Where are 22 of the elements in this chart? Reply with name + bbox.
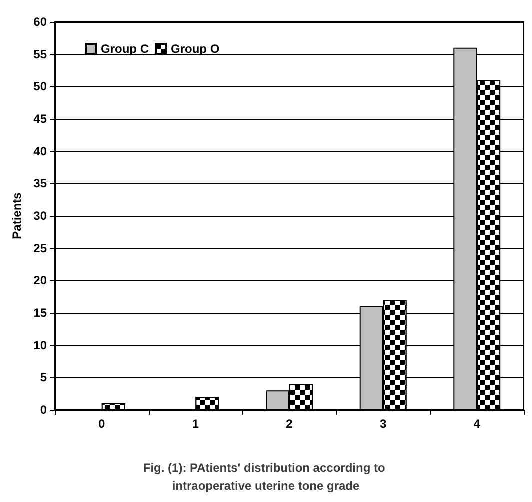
y-tick-label: 15 bbox=[34, 306, 48, 320]
x-tick-label: 0 bbox=[98, 417, 106, 431]
y-tick-label: 40 bbox=[34, 144, 48, 158]
legend-label: Group O bbox=[170, 42, 220, 56]
y-tick-label: 20 bbox=[34, 274, 48, 288]
text: Fig. (1): PAtients' distribution according to intraoperative uterine tone grade bbox=[143, 461, 389, 493]
y-tick-label: 35 bbox=[34, 176, 48, 191]
y-tick-label: 60 bbox=[34, 15, 48, 29]
x-tick-label: 2 bbox=[286, 417, 294, 431]
y-axis-title: Patients bbox=[10, 192, 24, 240]
y-tick-label: 25 bbox=[34, 241, 48, 256]
legend-label: Group C bbox=[101, 42, 150, 56]
y-tick-label: 10 bbox=[34, 338, 48, 352]
y-tick-label: 45 bbox=[34, 112, 48, 126]
x-tick-label: 4 bbox=[474, 417, 481, 431]
y-tick-label: 30 bbox=[34, 209, 48, 223]
y-tick-label: 50 bbox=[34, 80, 48, 94]
x-tick-label: 3 bbox=[380, 417, 387, 431]
y-tick-label: 5 bbox=[40, 370, 48, 385]
x-tick-label: 1 bbox=[192, 417, 200, 431]
y-tick-label: 55 bbox=[34, 47, 48, 62]
y-tick-label: 0 bbox=[40, 403, 48, 417]
